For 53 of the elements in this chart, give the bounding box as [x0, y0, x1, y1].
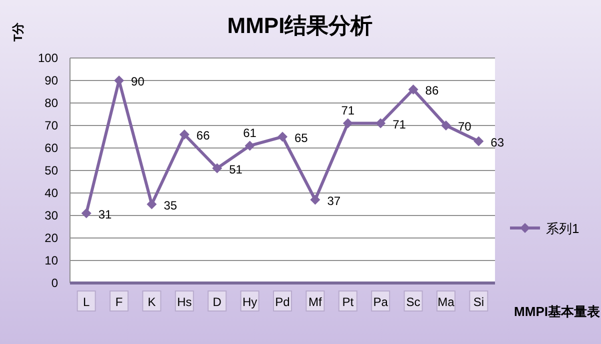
data-label: 65 — [294, 130, 308, 145]
data-label: 37 — [327, 194, 341, 208]
data-label: 71 — [392, 117, 406, 132]
y-tick-label: 100 — [38, 51, 58, 65]
y-tick-label: 70 — [44, 118, 58, 132]
point — [310, 194, 320, 205]
data-label: 31 — [98, 207, 112, 222]
x-tick-label: Pa — [373, 295, 388, 309]
x-tick-label: F — [115, 295, 123, 309]
x-tick-label: K — [148, 295, 156, 309]
point — [440, 120, 451, 130]
legend-label: 系列1 — [546, 221, 580, 236]
point — [81, 208, 92, 218]
data-label: 70 — [458, 120, 472, 134]
point — [278, 132, 288, 142]
point — [212, 163, 222, 174]
point — [179, 130, 190, 140]
y-tick-label: 40 — [44, 186, 58, 200]
x-tick-label: D — [212, 295, 222, 309]
x-tick-label: Pd — [275, 295, 290, 309]
x-tick-label: L — [83, 295, 90, 309]
x-tick-label: Pt — [342, 295, 354, 309]
x-tick-label: Hy — [242, 295, 258, 309]
data-label: 63 — [490, 135, 504, 150]
y-tick-label: 50 — [44, 164, 58, 178]
x-tick-label: Sc — [406, 295, 420, 309]
data-label: 35 — [164, 198, 178, 212]
data-label: 90 — [131, 74, 145, 88]
y-tick-label: 10 — [44, 254, 58, 268]
x-axis-title: MMPI基本量表 — [514, 304, 601, 319]
x-tick-label: Si — [473, 295, 484, 309]
y-tick-label: 60 — [44, 141, 58, 155]
point — [146, 199, 157, 210]
point — [408, 84, 418, 94]
data-label: 86 — [425, 84, 439, 98]
data-label: 61 — [243, 126, 257, 140]
point — [244, 140, 255, 151]
y-axis-title: T分 — [11, 21, 25, 42]
x-tick-label: Ma — [438, 295, 455, 309]
point — [474, 136, 484, 146]
x-tick-label: Hs — [177, 295, 192, 309]
y-tick-label: 30 — [44, 208, 58, 222]
chart-title: MMPI结果分析 — [227, 13, 373, 38]
data-label: 66 — [196, 128, 210, 142]
point — [376, 118, 386, 128]
y-tick-label: 0 — [51, 276, 58, 290]
y-tick-label: 20 — [44, 231, 58, 245]
data-label: 71 — [341, 103, 355, 118]
point — [342, 118, 353, 128]
y-tick-label: 90 — [44, 74, 58, 88]
data-label: 51 — [229, 162, 243, 176]
y-tick-label: 80 — [44, 96, 58, 110]
x-tick-label: Mf — [308, 295, 323, 309]
